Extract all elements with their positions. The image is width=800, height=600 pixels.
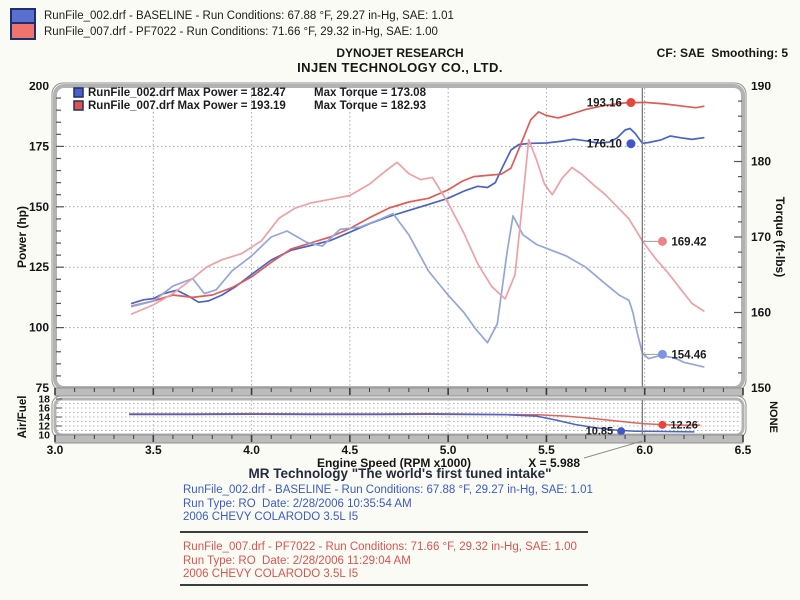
- svg-text:12: 12: [38, 421, 50, 433]
- baseline-info-runtype: Run Type: RO Date: 2/28/2006 10:35:54 AM: [183, 497, 412, 510]
- legend-swatch: [73, 100, 84, 111]
- svg-text:10: 10: [38, 430, 50, 442]
- svg-text:18: 18: [38, 395, 50, 406]
- x-axis-title: Engine Speed (RPM x1000): [317, 456, 471, 470]
- dynojet-title: DYNOJET RESEARCH: [336, 46, 464, 60]
- legend-max-power-text: RunFile_002.drf Max Power = 182.47: [88, 87, 286, 99]
- cf-smoothing-label: CF: SAE Smoothing: 5: [656, 46, 788, 60]
- main-axis-ticks: [56, 97, 742, 377]
- power-axis-tick-labels: 200 175 150 125 100 75: [29, 82, 49, 395]
- baseline-info-conditions: RunFile_002.drf - BASELINE - Run Conditi…: [183, 484, 593, 496]
- series-baseline-torque: [130, 212, 705, 368]
- legend-max-torque-text: Max Torque = 182.93: [314, 100, 426, 112]
- run-legend-line-baseline: RunFile_002.drf - BASELINE - Run Conditi…: [44, 10, 454, 22]
- svg-text:14: 14: [38, 412, 50, 424]
- marker-dot: [626, 139, 636, 149]
- company-title: INJEN TECHNOLOGY CO., LTD.: [297, 60, 503, 75]
- main-x-ticks: [54, 388, 744, 395]
- air-fuel-axis-title: Air/Fuel: [17, 396, 29, 439]
- marker-label: 176.10: [587, 139, 622, 151]
- series-pf7022-torque: [130, 138, 705, 315]
- legend-swatch: [73, 87, 84, 98]
- cursor-callout-leader: [583, 440, 643, 459]
- marker-label: 154.46: [671, 349, 706, 361]
- series-pf7022-power-hp: [130, 101, 705, 307]
- pf7022-info-vehicle: 2006 CHEVY COLARODO 3.5L I5: [183, 568, 359, 580]
- svg-text:200: 200: [29, 82, 49, 93]
- svg-text:180: 180: [751, 155, 771, 169]
- mr-technology-title: MR Technology "The world's first tuned i…: [248, 466, 552, 481]
- baseline-info-vehicle: 2006 CHEVY COLARODO 3.5L I5: [183, 511, 359, 523]
- marker-dot: [657, 349, 667, 359]
- svg-text:6.5: 6.5: [735, 443, 752, 457]
- svg-text:4.0: 4.0: [243, 443, 260, 457]
- power-axis-title: Power (hp): [15, 206, 29, 268]
- af-gridlines: [57, 400, 741, 434]
- svg-text:150: 150: [751, 381, 771, 395]
- svg-text:75: 75: [36, 381, 50, 395]
- series-baseline-power-hp: [130, 127, 705, 305]
- svg-text:190: 190: [751, 82, 771, 93]
- marker-dot: [657, 236, 667, 246]
- marker-dot: [626, 98, 636, 108]
- main-value-markers: 193.16 176.10 169.42 154.46: [587, 98, 707, 362]
- torque-axis-title: Torque (ft-lbs): [773, 197, 787, 277]
- svg-text:4.5: 4.5: [342, 443, 359, 457]
- none-axis-title: NONE: [767, 401, 779, 433]
- x-axis-tick-labels: 3.0 3.5 4.0 4.5 5.0 5.5 6.0 6.5: [47, 443, 752, 457]
- divider-rule-1: [180, 531, 588, 533]
- af-marker-dot: [658, 420, 667, 429]
- series-af-baseline: [128, 413, 695, 433]
- svg-text:175: 175: [29, 139, 49, 153]
- legend-max-power-text: RunFile_007.drf Max Power = 193.19: [88, 100, 286, 112]
- run-legend-line-pf7022: RunFile_007.drf - PF7022 - Run Condition…: [44, 26, 438, 38]
- svg-text:3.0: 3.0: [47, 443, 64, 457]
- svg-text:5.5: 5.5: [538, 443, 555, 457]
- svg-text:5.0: 5.0: [440, 443, 457, 457]
- legend-max-torque-text: Max Torque = 173.08: [314, 87, 427, 99]
- svg-text:170: 170: [751, 230, 771, 244]
- baseline-info-block: RunFile_002.drf - BASELINE - Run Conditi…: [183, 484, 593, 525]
- svg-text:160: 160: [751, 306, 771, 320]
- svg-text:6.0: 6.0: [636, 443, 653, 457]
- svg-text:100: 100: [29, 321, 49, 335]
- pf7022-info-block: RunFile_007.drf - PF7022 - Run Condition…: [183, 541, 577, 582]
- x-axis-ticks: [54, 435, 744, 442]
- pf7022-info-conditions: RunFile_007.drf - PF7022 - Run Condition…: [183, 541, 577, 553]
- run-color-swatch: [10, 8, 36, 40]
- marker-label: 193.16: [587, 98, 622, 110]
- svg-text:150: 150: [29, 200, 49, 214]
- divider-rule-2: [180, 584, 588, 586]
- svg-text:125: 125: [29, 260, 49, 274]
- max-values-legend: RunFile_002.drf Max Power = 182.47 Max To…: [73, 87, 427, 112]
- pf7022-info-runtype: Run Type: RO Date: 2/28/2006 11:29:04 AM: [183, 554, 411, 567]
- cursor-x-label: X = 5.988: [528, 456, 580, 470]
- main-gridlines: [57, 88, 741, 386]
- svg-text:3.5: 3.5: [145, 443, 162, 457]
- af-marker-dot: [617, 427, 626, 436]
- af-marker-label: 12.26: [670, 419, 698, 431]
- pf7022-color-cell: [12, 24, 34, 38]
- torque-axis-tick-labels: 190 180 170 160 150: [751, 82, 771, 395]
- marker-label: 169.42: [671, 236, 706, 248]
- svg-text:16: 16: [38, 403, 50, 415]
- baseline-color-cell: [12, 10, 34, 24]
